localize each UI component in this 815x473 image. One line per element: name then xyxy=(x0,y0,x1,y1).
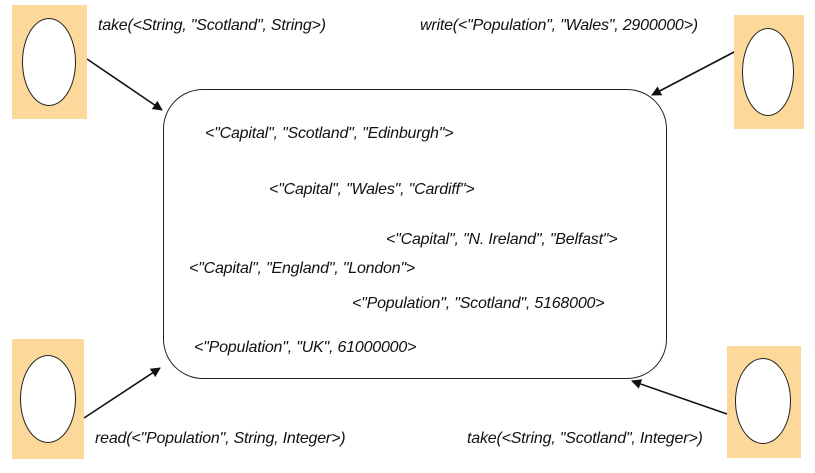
agent-top-left xyxy=(12,5,87,119)
arrow-bottom-left xyxy=(83,367,161,419)
process-oval-icon xyxy=(735,358,791,444)
agent-top-right xyxy=(734,15,804,129)
arrow-top-left xyxy=(86,58,163,111)
operation-label-top-right: write(<"Population", "Wales", 2900000>) xyxy=(420,17,698,34)
tuple-item: <"Population", "UK", 61000000> xyxy=(194,339,417,356)
process-oval-icon xyxy=(20,355,76,443)
arrow-top-right xyxy=(651,50,737,96)
operation-label-bottom-left: read(<"Population", String, Integer>) xyxy=(95,430,346,447)
agent-bottom-right xyxy=(727,346,801,458)
arrow-bottom-right xyxy=(631,379,728,415)
tuple-item: <"Population", "Scotland", 5168000> xyxy=(352,295,605,312)
tuple-item: <"Capital", "N. Ireland", "Belfast"> xyxy=(386,231,618,248)
process-oval-icon xyxy=(742,28,794,116)
tuple-item: <"Capital", "Wales", "Cardiff"> xyxy=(269,181,475,198)
tuple-item: <"Capital", "Scotland", "Edinburgh"> xyxy=(205,125,454,142)
tuple-item: <"Capital", "England", "London"> xyxy=(189,260,416,277)
agent-bottom-left xyxy=(12,339,84,459)
tuple-space-box xyxy=(163,89,667,379)
operation-label-top-left: take(<String, "Scotland", String>) xyxy=(98,17,326,34)
process-oval-icon xyxy=(22,18,76,106)
operation-label-bottom-right: take(<String, "Scotland", Integer>) xyxy=(467,430,703,447)
